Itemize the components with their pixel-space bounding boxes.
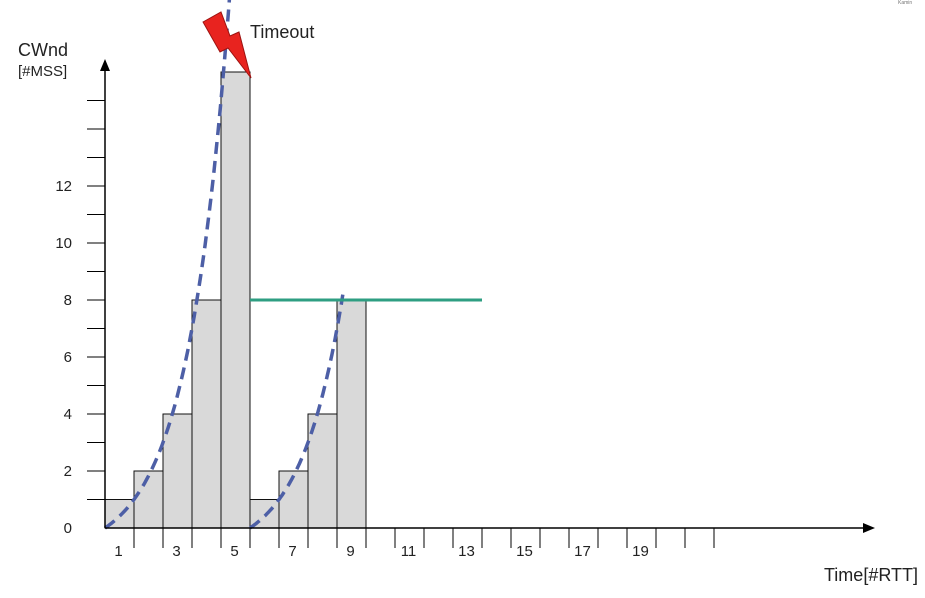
x-tick-label: 13 [458, 543, 475, 560]
bar [220, 71, 251, 529]
x-axis-arrow [863, 523, 875, 533]
y-tick-label: 2 [64, 463, 72, 480]
x-tick-label: 3 [172, 543, 180, 560]
y-axis-title: CWnd [18, 40, 68, 60]
x-tick-label: 19 [632, 543, 649, 560]
bar [191, 299, 222, 529]
y-tick-label: 6 [64, 349, 72, 366]
y-axis-unit: [#MSS] [18, 63, 67, 80]
y-tick-label: 8 [64, 292, 72, 309]
x-tick-label: 15 [516, 543, 533, 560]
y-tick-label: 12 [55, 178, 72, 195]
y-tick-label: 10 [55, 235, 72, 252]
slow-start-curve [104, 0, 232, 530]
x-tick-label: 9 [346, 543, 354, 560]
lightning-bolt-icon [202, 11, 252, 79]
slow-start-curve [248, 294, 345, 530]
x-tick-label: 5 [230, 543, 238, 560]
axes [100, 59, 875, 533]
timeout-label: Timeout [250, 22, 314, 42]
exponential-curves [104, 0, 345, 530]
bars [104, 71, 367, 529]
x-tick-label: 17 [574, 543, 591, 560]
bar [133, 470, 164, 529]
x-tick-label: 7 [288, 543, 296, 560]
timeout-annotation: Timeout [202, 11, 314, 79]
x-tick-label: 11 [401, 543, 417, 560]
bar [336, 299, 367, 529]
y-axis-arrow [100, 59, 110, 71]
y-tick-label: 4 [64, 406, 72, 423]
x-tick-label: 1 [114, 543, 122, 560]
corner-watermark: Kamin [898, 0, 912, 6]
y-tick-label: 0 [64, 520, 72, 537]
x-axis-title: Time[#RTT] [824, 565, 918, 585]
